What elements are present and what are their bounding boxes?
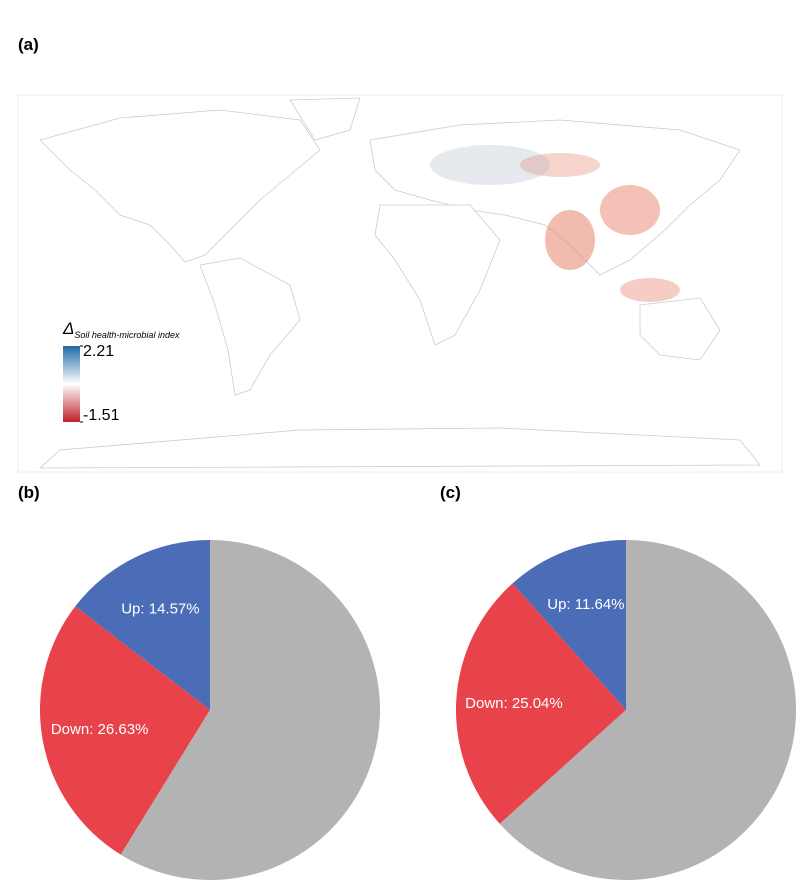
australia (639, 297, 721, 361)
colorbar-subtitle: Soil health-microbial index (74, 330, 180, 340)
map-patch (545, 210, 595, 270)
map-patch (520, 153, 600, 177)
map-frame (17, 94, 783, 473)
world-map (17, 94, 783, 473)
map-patch (430, 145, 550, 185)
africa (374, 204, 501, 346)
map-patch (620, 278, 680, 302)
panel-label: (b) (18, 483, 40, 502)
pie-label: Down: 25.04% (465, 695, 563, 712)
pie-slice (120, 540, 380, 880)
pie-slice (75, 540, 210, 710)
colorbar-title: ΔSoil health-microbial index (62, 319, 180, 340)
pie-slice (39, 606, 210, 855)
south-america (199, 257, 301, 396)
pie-label: Up: 11.64% (547, 596, 624, 613)
colorbar-tick-label: 2.21 (83, 343, 114, 360)
antarctica (38, 427, 761, 469)
greenland (289, 97, 361, 141)
pie-slice (512, 540, 626, 710)
panel-label: (c) (440, 483, 461, 502)
panel-label: (a) (18, 35, 39, 54)
pie-label: Down: 26.63% (51, 721, 149, 738)
europe-asia (369, 119, 741, 276)
colorbar-symbol: Δ (62, 319, 74, 338)
pie-label: Up: 14.57% (121, 600, 199, 617)
pie-slice (456, 583, 626, 824)
colorbar (63, 346, 80, 422)
north-america (39, 109, 321, 263)
map-patch (600, 185, 660, 235)
colorbar-tick-label: -1.51 (83, 407, 120, 424)
pie-slice (499, 540, 797, 881)
